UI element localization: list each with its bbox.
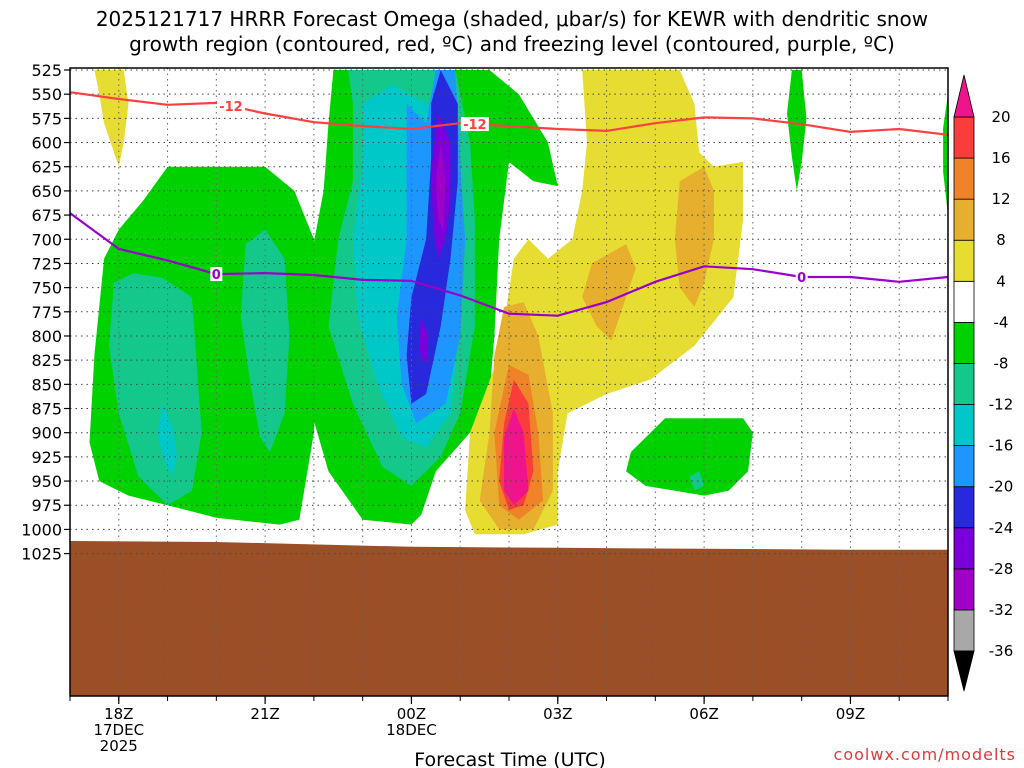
y-tick-label: 925 bbox=[31, 448, 62, 467]
colorbar-label: -24 bbox=[989, 519, 1014, 537]
colorbar: 20 16 12 8 4 -4 -8 -12 -16 -20 -24 -28 -32 -36 bbox=[953, 74, 1014, 692]
y-tick-label: 675 bbox=[31, 206, 62, 225]
y-tick-label: 800 bbox=[31, 327, 62, 346]
y-tick-label: 775 bbox=[31, 303, 62, 322]
contour-line-0 bbox=[69, 91, 949, 136]
colorbar-label: -36 bbox=[989, 642, 1014, 660]
contour-label-bg bbox=[216, 99, 245, 114]
omega-region-15 bbox=[582, 244, 636, 341]
x-tick-label: 00Z bbox=[397, 705, 426, 723]
y-tick-label: 975 bbox=[31, 496, 62, 515]
contours: -12 -12 0 0 bbox=[69, 91, 949, 317]
x-axis-label: Forecast Time (UTC) bbox=[414, 749, 605, 768]
colorbar-bin bbox=[953, 527, 975, 570]
colorbar-label: 16 bbox=[991, 149, 1010, 167]
colorbar-label: -4 bbox=[994, 313, 1009, 331]
omega-region-11 bbox=[418, 316, 429, 365]
colorbar-bin bbox=[953, 486, 975, 529]
y-axis: 525 550 575 600 625 650 675 700 725 750 775 800 825 8… bbox=[21, 61, 70, 564]
x-tick-label: 21Z bbox=[250, 705, 279, 723]
colorbar-bin bbox=[953, 198, 975, 241]
colorbar-bin bbox=[953, 280, 975, 323]
colorbar-label: 8 bbox=[996, 231, 1006, 249]
omega-region-10 bbox=[435, 142, 446, 230]
colorbar-bin bbox=[953, 609, 975, 652]
gridlines bbox=[70, 68, 949, 696]
colorbar-label: -32 bbox=[989, 601, 1014, 619]
y-tick-label: 1000 bbox=[21, 520, 62, 539]
x-tick-label: 06Z bbox=[689, 705, 718, 723]
contour-label-1-0: 0 bbox=[212, 268, 221, 283]
y-tick-label: 550 bbox=[31, 85, 62, 104]
chart-title-line2: growth region (contoured, red, ºC) and f… bbox=[129, 32, 895, 56]
contour-label-bg bbox=[210, 267, 223, 282]
colorbar-label: 4 bbox=[996, 272, 1006, 290]
y-tick-label: 600 bbox=[31, 134, 62, 153]
colorbar-bottom-arrow bbox=[953, 650, 975, 692]
y-tick-label: 1025 bbox=[21, 545, 62, 564]
colorbar-label: -20 bbox=[989, 478, 1014, 496]
colorbar-bin bbox=[953, 445, 975, 488]
contour-label-bg bbox=[795, 269, 808, 284]
colorbar-bin bbox=[953, 404, 975, 447]
plot-area: -12 -12 0 0 bbox=[69, 67, 949, 697]
colorbar-bin bbox=[953, 116, 975, 159]
y-tick-label: 750 bbox=[31, 279, 62, 298]
y-tick-label: 900 bbox=[31, 424, 62, 443]
contour-label-bg bbox=[460, 117, 489, 132]
omega-region-23 bbox=[943, 94, 948, 216]
y-tick-label: 850 bbox=[31, 375, 62, 394]
y-tick-label: 825 bbox=[31, 351, 62, 370]
colorbar-bin bbox=[953, 363, 975, 405]
chart-title-line1: 2025121717 HRRR Forecast Omega (shaded, … bbox=[96, 7, 928, 31]
y-tick-label: 875 bbox=[31, 400, 62, 419]
y-tick-label: 575 bbox=[31, 109, 62, 128]
x-tick-label: 17DEC bbox=[93, 721, 144, 739]
colorbar-bin bbox=[953, 321, 975, 364]
colorbar-label: -12 bbox=[989, 396, 1014, 414]
colorbar-label: -16 bbox=[989, 437, 1014, 455]
x-tick-label: 09Z bbox=[836, 705, 865, 723]
colorbar-bin bbox=[953, 239, 975, 282]
colorbar-bin bbox=[953, 157, 975, 200]
omega-region-2 bbox=[240, 229, 290, 452]
omega-region-21 bbox=[689, 471, 705, 491]
omega-region-3 bbox=[157, 403, 178, 477]
omega-region-1 bbox=[109, 273, 202, 506]
y-tick-label: 700 bbox=[31, 230, 62, 249]
y-tick-label: 525 bbox=[31, 61, 62, 80]
colorbar-label: 12 bbox=[991, 190, 1010, 208]
colorbar-label: -28 bbox=[989, 560, 1014, 578]
x-tick-label: 2025 bbox=[100, 737, 138, 755]
omega-region-22 bbox=[787, 70, 807, 191]
y-tick-label: 625 bbox=[31, 158, 62, 177]
y-tick-label: 950 bbox=[31, 472, 62, 491]
contour-label-0-0: -12 bbox=[219, 100, 243, 115]
colorbar-bin bbox=[953, 568, 975, 611]
colorbar-label: -8 bbox=[994, 354, 1009, 372]
credit-text[interactable]: coolwx.com/modelts bbox=[834, 745, 1016, 764]
contour-label-1-1: 0 bbox=[797, 271, 806, 286]
colorbar-top-arrow bbox=[953, 74, 975, 118]
y-tick-label: 650 bbox=[31, 182, 62, 201]
colorbar-label: 20 bbox=[991, 108, 1010, 126]
x-tick-label: 18Z bbox=[104, 705, 133, 723]
x-tick-label: 18DEC bbox=[386, 721, 437, 739]
x-tick-label: 03Z bbox=[543, 705, 572, 723]
omega-region-20 bbox=[626, 418, 753, 496]
contour-label-0-1: -12 bbox=[463, 118, 487, 133]
y-tick-label: 725 bbox=[31, 254, 62, 273]
